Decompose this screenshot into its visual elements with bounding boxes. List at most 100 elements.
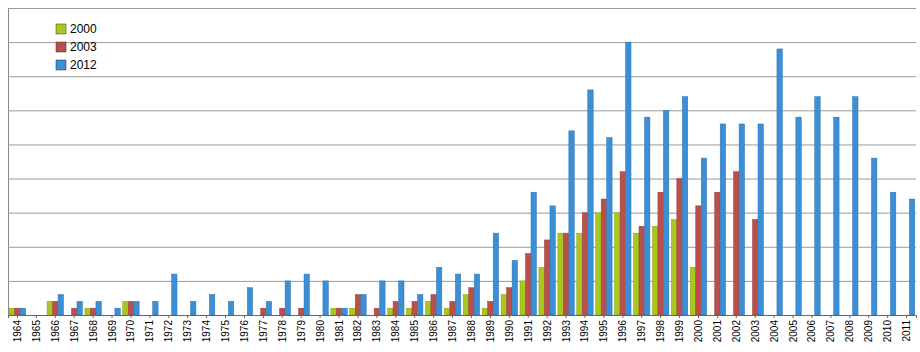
- x-tick-mark: [414, 315, 415, 318]
- y-tick: [8, 42, 916, 43]
- x-tick-mark: [811, 315, 812, 318]
- x-tick-label: 1991: [523, 320, 534, 343]
- x-tick-label: 1997: [636, 320, 647, 343]
- x-tick: 1975: [220, 315, 231, 342]
- x-tick: 2000: [693, 315, 704, 342]
- x-tick: 2010: [882, 315, 893, 342]
- bar: [374, 308, 379, 315]
- x-tick: 1999: [674, 315, 685, 342]
- bar: [198, 315, 203, 316]
- x-tick-label: 1986: [428, 320, 439, 343]
- bar: [261, 308, 266, 315]
- bar: [39, 315, 44, 316]
- bars: [9, 42, 915, 315]
- bar: [58, 295, 63, 315]
- series-bars: [20, 42, 914, 315]
- bar: [682, 97, 687, 315]
- bar: [399, 281, 404, 315]
- bar: [715, 192, 720, 315]
- x-tick-label: 1993: [561, 320, 572, 343]
- bar: [450, 301, 455, 315]
- bar: [671, 219, 676, 315]
- bar: [34, 315, 39, 316]
- x-tick-mark: [93, 315, 94, 318]
- bar: [569, 131, 574, 315]
- bar: [304, 274, 309, 315]
- bar: [639, 226, 644, 315]
- x-tick-mark: [187, 315, 188, 318]
- x-tick-mark: [320, 315, 321, 318]
- bar: [47, 301, 52, 315]
- bar: [228, 301, 233, 315]
- x-tick: 1980: [315, 315, 326, 342]
- bar: [285, 281, 290, 315]
- x-tick-mark: [168, 315, 169, 318]
- bar: [406, 308, 411, 315]
- x-tick: 1991: [523, 315, 534, 342]
- x-tick-mark: [641, 315, 642, 318]
- x-tick-label: 2011: [901, 320, 912, 342]
- x-tick-mark: [490, 315, 491, 318]
- x-tick: 2002: [731, 315, 742, 342]
- x-tick: 1973: [182, 315, 193, 342]
- x-tick: 1972: [163, 315, 174, 342]
- x-tick-mark: [17, 315, 18, 318]
- bar: [890, 192, 895, 315]
- x-tick-mark: [566, 315, 567, 318]
- chart: 1964196519661967196819691970197119721973…: [0, 0, 920, 352]
- x-tick: 1996: [617, 315, 628, 342]
- x-tick: 1970: [125, 315, 136, 342]
- bar: [493, 233, 498, 315]
- x-tick-mark: [225, 315, 226, 318]
- x-tick-label: 1988: [466, 320, 477, 343]
- y-axis: [8, 9, 916, 316]
- x-tick: 1966: [50, 315, 61, 342]
- bar: [550, 206, 555, 315]
- x-tick-label: 2006: [806, 320, 817, 343]
- bar: [147, 315, 152, 316]
- x-tick-mark: [547, 315, 548, 318]
- x-tick-label: 2005: [788, 320, 799, 343]
- bar: [153, 301, 158, 315]
- bar: [469, 288, 474, 315]
- bar: [520, 281, 525, 315]
- x-tick-mark: [301, 315, 302, 318]
- x-tick: 1965: [31, 315, 42, 342]
- bar: [701, 158, 706, 315]
- x-tick-mark: [679, 315, 680, 318]
- bar: [299, 308, 304, 315]
- x-tick-mark: [584, 315, 585, 318]
- bar: [563, 233, 568, 315]
- x-tick: 1982: [352, 315, 363, 342]
- y-tick: [8, 8, 916, 9]
- x-tick: 1990: [504, 315, 515, 342]
- bar: [109, 315, 114, 316]
- x-tick-mark: [74, 315, 75, 318]
- x-tick: 1969: [107, 315, 118, 342]
- bar: [293, 315, 298, 316]
- x-tick: 1974: [201, 315, 212, 342]
- bar: [418, 295, 423, 315]
- bar: [577, 233, 582, 315]
- bar: [739, 124, 744, 315]
- bar: [355, 295, 360, 315]
- bar: [872, 158, 877, 315]
- x-tick-mark: [736, 315, 737, 318]
- bar: [223, 315, 228, 316]
- bar: [236, 315, 241, 316]
- x-tick: 1977: [258, 315, 269, 342]
- x-axis: 1964196519661967196819691970197119721973…: [9, 315, 917, 342]
- bar: [834, 117, 839, 315]
- x-tick: 2004: [769, 315, 780, 342]
- bar: [431, 295, 436, 315]
- legend-swatch: [56, 60, 66, 70]
- x-tick-mark: [130, 315, 131, 318]
- x-tick: 1986: [428, 315, 439, 342]
- bar: [179, 315, 184, 316]
- x-tick-label: 1967: [69, 320, 80, 343]
- bar: [777, 49, 782, 315]
- x-tick-label: 1987: [447, 320, 458, 343]
- x-tick-label: 1971: [144, 320, 155, 343]
- x-tick-mark: [830, 315, 831, 318]
- bar: [815, 97, 820, 315]
